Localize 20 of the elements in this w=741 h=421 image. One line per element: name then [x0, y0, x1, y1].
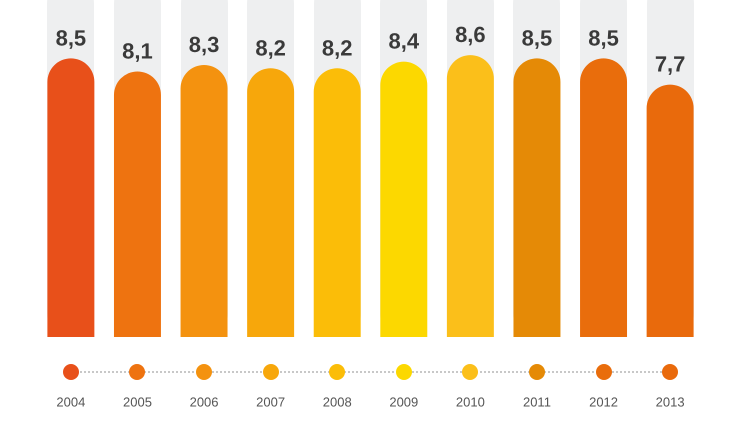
x-tick-label: 2005	[123, 394, 152, 410]
data-label: 8,5	[56, 25, 86, 50]
x-tick-label: 2012	[589, 394, 618, 410]
data-label: 8,2	[322, 35, 353, 60]
data-label: 8,6	[455, 22, 486, 48]
data-label: 7,7	[654, 52, 686, 77]
x-tick-label: 2008	[322, 394, 352, 410]
x-tick-label: 2007	[256, 394, 286, 410]
x-tick-label: 2004	[56, 394, 86, 410]
data-label: 8,5	[588, 25, 619, 50]
x-tick-label: 2013	[656, 394, 685, 410]
data-label: 8,1	[122, 38, 153, 64]
data-label: 8,3	[188, 32, 220, 58]
data-label: 8,2	[255, 35, 286, 60]
x-tick-label: 2011	[522, 394, 551, 410]
x-tick-label: 2010	[456, 394, 485, 410]
x-tick-label: 2009	[389, 394, 418, 410]
data-label: 8,4	[388, 28, 420, 54]
data-label: 8,5	[522, 25, 552, 50]
x-tick-label: 2006	[190, 394, 219, 410]
